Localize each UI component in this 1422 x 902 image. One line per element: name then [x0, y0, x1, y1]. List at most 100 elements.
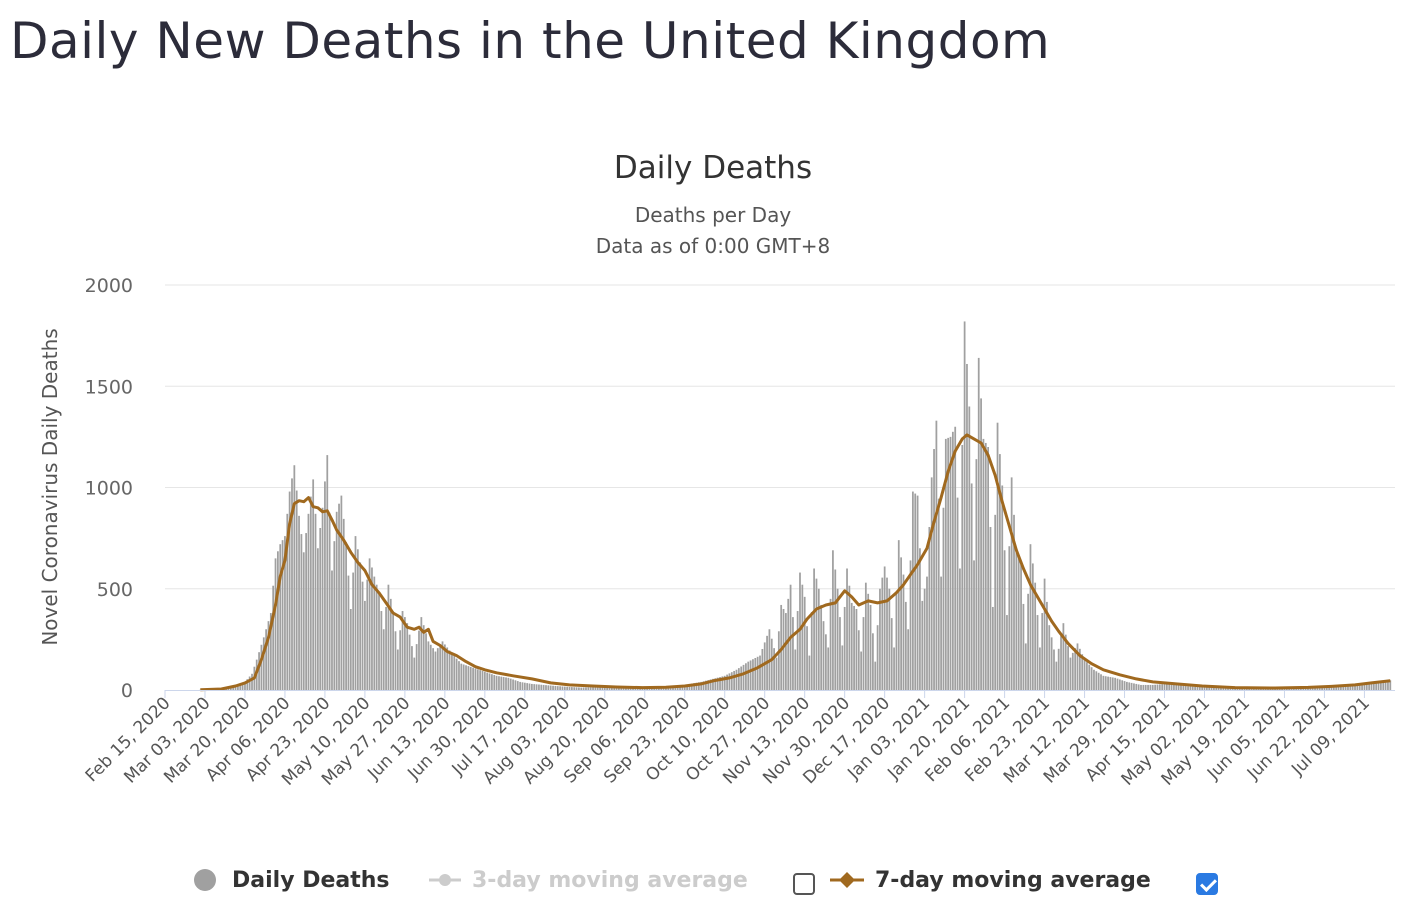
- daily-deaths-bar: [342, 518, 345, 690]
- daily-deaths-bar: [413, 657, 416, 690]
- daily-deaths-bar: [933, 449, 935, 690]
- daily-deaths-bar: [784, 613, 787, 690]
- y-tick-label: 1500: [85, 376, 133, 398]
- daily-deaths-bar: [688, 683, 691, 690]
- daily-deaths-bar: [1062, 623, 1065, 690]
- daily-deaths-bar: [427, 641, 430, 690]
- daily-deaths-bar: [839, 617, 841, 690]
- daily-deaths-bar: [392, 613, 395, 690]
- daily-deaths-bar: [963, 321, 966, 690]
- toggle-3-day-average-checkbox[interactable]: [793, 873, 815, 895]
- daily-deaths-bar: [954, 426, 957, 690]
- daily-deaths-bar: [1038, 647, 1041, 690]
- daily-deaths-bar: [792, 617, 794, 690]
- daily-deaths-bar: [740, 666, 743, 690]
- daily-deaths-bar: [592, 687, 594, 690]
- daily-deaths-bar: [538, 684, 540, 690]
- daily-deaths-bar: [1342, 685, 1345, 690]
- daily-deaths-bar: [439, 644, 442, 690]
- daily-deaths-bar: [712, 678, 714, 690]
- daily-deaths-bar: [531, 683, 533, 690]
- daily-deaths-bar: [909, 560, 912, 690]
- daily-deaths-bar: [368, 558, 371, 690]
- daily-deaths-bar: [1340, 686, 1342, 690]
- daily-deaths-bar: [632, 687, 634, 690]
- daily-deaths-bar: [977, 357, 980, 690]
- daily-deaths-bar: [1114, 677, 1117, 690]
- daily-deaths-bar: [1088, 664, 1091, 690]
- page-title: Daily New Deaths in the United Kingdom: [10, 12, 1051, 70]
- daily-deaths-bar: [479, 670, 482, 690]
- daily-deaths-bar: [516, 681, 519, 690]
- seven-day-average-path: [200, 433, 1391, 692]
- circle-marker-icon: [194, 869, 216, 891]
- daily-deaths-bar: [1100, 674, 1102, 690]
- daily-deaths-bar: [573, 687, 576, 690]
- daily-deaths-bar: [1067, 646, 1069, 690]
- daily-deaths-bar: [314, 513, 317, 690]
- daily-deaths-bar: [507, 677, 510, 690]
- daily-deaths-bar: [495, 675, 498, 690]
- daily-deaths-bar: [307, 513, 310, 690]
- daily-deaths-bar: [545, 685, 547, 690]
- daily-deaths-bar: [1349, 685, 1352, 690]
- daily-deaths-bar: [1231, 687, 1234, 690]
- daily-deaths-bar: [265, 629, 268, 690]
- daily-deaths-bar: [1034, 582, 1037, 690]
- daily-deaths-bar: [959, 568, 961, 690]
- daily-deaths-bar: [881, 577, 884, 690]
- daily-deaths-bar: [629, 687, 632, 690]
- daily-deaths-bar: [481, 670, 484, 690]
- daily-deaths-bar: [1003, 550, 1006, 690]
- daily-deaths-bar: [893, 647, 895, 690]
- daily-deaths-bar: [589, 687, 592, 690]
- daily-deaths-bar: [681, 685, 684, 690]
- daily-deaths-bar: [1102, 675, 1105, 690]
- daily-deaths-bar: [229, 687, 232, 690]
- daily-deaths-bar: [942, 507, 945, 690]
- daily-deaths-bar: [702, 681, 705, 690]
- daily-deaths-bar: [514, 680, 517, 690]
- daily-deaths-bar: [947, 437, 950, 690]
- daily-deaths-bar: [291, 478, 293, 690]
- daily-deaths-bar: [810, 612, 813, 690]
- daily-deaths-bar: [1123, 681, 1126, 690]
- daily-deaths-bar: [980, 398, 982, 690]
- daily-deaths-bar: [697, 682, 700, 690]
- daily-deaths-bar: [904, 601, 907, 690]
- daily-deaths-bar: [801, 584, 804, 690]
- daily-deaths-bar: [879, 588, 881, 690]
- daily-deaths-bar: [1220, 687, 1222, 690]
- daily-deaths-bar: [1078, 648, 1081, 690]
- daily-deaths-bar: [890, 618, 893, 690]
- legend-item-7-day-average[interactable]: 7-day moving average: [829, 862, 1151, 898]
- daily-deaths-bar: [820, 604, 823, 690]
- daily-deaths-bar: [832, 550, 834, 690]
- daily-deaths-bar: [284, 536, 286, 690]
- daily-deaths-bar: [824, 634, 827, 690]
- daily-deaths-bar: [441, 641, 444, 690]
- daily-deaths-bar: [1140, 684, 1142, 690]
- daily-deaths-bar: [512, 679, 514, 690]
- daily-deaths-bar: [1130, 682, 1133, 690]
- daily-deaths-bar: [1135, 683, 1138, 690]
- daily-deaths-bar: [1048, 625, 1051, 690]
- daily-deaths-bar: [385, 606, 387, 690]
- daily-deaths-bar: [328, 512, 331, 690]
- legend-item-3-day-average[interactable]: 3-day moving average: [428, 862, 748, 898]
- daily-deaths-bar: [1347, 685, 1349, 690]
- daily-deaths-bar: [505, 677, 507, 690]
- daily-deaths-bar: [984, 442, 987, 690]
- daily-deaths-bar: [345, 542, 347, 690]
- legend-item-daily-deaths[interactable]: Daily Deaths: [192, 862, 390, 898]
- daily-deaths-bar: [1384, 680, 1387, 690]
- daily-deaths-bar: [1128, 682, 1131, 690]
- daily-deaths-bar: [1064, 634, 1067, 690]
- daily-deaths-bar: [1389, 680, 1392, 690]
- daily-deaths-bar: [1316, 687, 1319, 690]
- daily-deaths-bar: [1111, 677, 1114, 690]
- toggle-7-day-average-checkbox[interactable]: [1196, 873, 1218, 895]
- daily-deaths-bar: [375, 584, 378, 690]
- daily-deaths-bar: [561, 686, 564, 690]
- daily-deaths-bar: [996, 422, 999, 690]
